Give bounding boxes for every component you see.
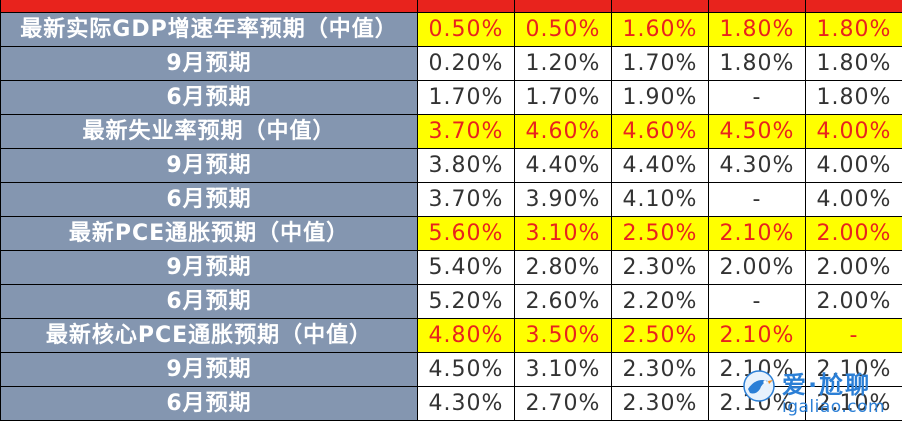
value-cell: 2.30% — [611, 250, 709, 285]
value-cell: 4.40% — [514, 148, 612, 183]
value-cell: 2.30% — [611, 352, 709, 387]
value-cell: 2.00% — [805, 250, 902, 285]
table-body: 最新实际GDP增速年率预期（中值） 0.50% 0.50% 1.60% 1.80% 1.8… — [0, 12, 902, 421]
value-cell: 0.20% — [417, 46, 515, 81]
value-cell: 3.70% — [417, 182, 515, 217]
value-cell: 1.20% — [514, 46, 612, 81]
value-cell: 0.50% — [514, 12, 612, 47]
value-cell: 1.80% — [805, 46, 902, 81]
value-cell: 2.80% — [514, 250, 612, 285]
value-cell: 2.10% — [805, 386, 902, 421]
value-cell: 2.00% — [708, 250, 806, 285]
row-label: 6月预期 — [0, 80, 418, 115]
table-row: 6月预期 3.70% 3.90% 4.10% -4.00% — [0, 182, 902, 217]
value-cell: 2.70% — [514, 386, 612, 421]
value-cell: 2.20% — [611, 284, 709, 319]
value-cell: 3.70% — [417, 114, 515, 149]
value-cell: 4.00% — [805, 148, 902, 183]
row-label: 9月预期 — [0, 148, 418, 183]
value-cell: 3.50% — [514, 318, 612, 353]
table-row: 最新核心PCE通胀预期（中值） 4.80% 3.50% 2.50% 2.10% - — [0, 318, 902, 353]
value-cell: 4.00% — [805, 114, 902, 149]
header-cell-2025: 2025 — [708, 0, 806, 13]
value-cell: 2.10% — [708, 318, 806, 353]
value-cell: 5.40% — [417, 250, 515, 285]
row-label: 6月预期 — [0, 284, 418, 319]
value-cell: 4.50% — [708, 114, 806, 149]
value-cell: 4.30% — [708, 148, 806, 183]
table-row: 6月预期 4.30% 2.70% 2.30% 2.10% 2.10% — [0, 386, 902, 421]
value-cell: 2.10% — [805, 352, 902, 387]
value-cell: - — [805, 318, 902, 353]
value-cell: - — [708, 80, 806, 115]
header-cell-2022: 2022 — [417, 0, 515, 13]
table-row: 6月预期 5.20% 2.60% 2.20% -2.00% — [0, 284, 902, 319]
value-cell: 1.80% — [805, 80, 902, 115]
header-cell-long-term: 长期 — [805, 0, 902, 13]
table-row: 9月预期 4.50% 3.10% 2.30% 2.10% 2.10% — [0, 352, 902, 387]
value-cell: 2.10% — [708, 352, 806, 387]
value-cell: 2.50% — [611, 216, 709, 251]
table-row: 最新PCE通胀预期（中值） 5.60% 3.10% 2.50% 2.10% 2.00% — [0, 216, 902, 251]
row-label: 最新PCE通胀预期（中值） — [0, 216, 418, 251]
value-cell: 1.90% — [611, 80, 709, 115]
value-cell: 2.10% — [708, 216, 806, 251]
header-cell-2023: 2023 — [514, 0, 612, 13]
table-row: 9月预期 5.40% 2.80% 2.30% 2.00% 2.00% — [0, 250, 902, 285]
value-cell: 5.20% — [417, 284, 515, 319]
value-cell: 4.40% — [611, 148, 709, 183]
row-label: 最新实际GDP增速年率预期（中值） — [0, 12, 418, 47]
value-cell: 1.70% — [611, 46, 709, 81]
header-cell-label — [0, 0, 418, 13]
value-cell: 1.60% — [611, 12, 709, 47]
row-label: 9月预期 — [0, 46, 418, 81]
value-cell: 1.80% — [805, 12, 902, 47]
value-cell: 2.00% — [805, 284, 902, 319]
value-cell: - — [708, 182, 806, 217]
value-cell: 4.50% — [417, 352, 515, 387]
value-cell: 3.10% — [514, 216, 612, 251]
table-header: 2022 2023 2024 2025 长期 — [0, 0, 902, 13]
row-label: 6月预期 — [0, 386, 418, 421]
header-row: 2022 2023 2024 2025 长期 — [0, 0, 902, 13]
value-cell: 4.30% — [417, 386, 515, 421]
row-label: 9月预期 — [0, 250, 418, 285]
value-cell: 0.50% — [417, 12, 515, 47]
value-cell: 1.80% — [708, 12, 806, 47]
row-label: 6月预期 — [0, 182, 418, 217]
value-cell: 4.00% — [805, 182, 902, 217]
value-cell: 1.80% — [708, 46, 806, 81]
header-cell-2024: 2024 — [611, 0, 709, 13]
table-row: 最新失业率预期（中值） 3.70% 4.60% 4.60% 4.50% 4.00% — [0, 114, 902, 149]
value-cell: 2.30% — [611, 386, 709, 421]
table-row: 最新实际GDP增速年率预期（中值） 0.50% 0.50% 1.60% 1.80% 1.8… — [0, 12, 902, 47]
table-row: 6月预期 1.70% 1.70% 1.90% -1.80% — [0, 80, 902, 115]
table-row: 9月预期 3.80% 4.40% 4.40% 4.30% 4.00% — [0, 148, 902, 183]
value-cell: 4.10% — [611, 182, 709, 217]
table-row: 9月预期 0.20% 1.20% 1.70% 1.80% 1.80% — [0, 46, 902, 81]
value-cell: 2.60% — [514, 284, 612, 319]
value-cell: 4.60% — [514, 114, 612, 149]
value-cell: 4.60% — [611, 114, 709, 149]
row-label: 最新失业率预期（中值） — [0, 114, 418, 149]
value-cell: 5.60% — [417, 216, 515, 251]
value-cell: 2.50% — [611, 318, 709, 353]
value-cell: 1.70% — [514, 80, 612, 115]
value-cell: 3.90% — [514, 182, 612, 217]
value-cell: 2.10% — [708, 386, 806, 421]
row-label: 9月预期 — [0, 352, 418, 387]
value-cell: - — [708, 284, 806, 319]
value-cell: 4.80% — [417, 318, 515, 353]
value-cell: 2.00% — [805, 216, 902, 251]
row-label: 最新核心PCE通胀预期（中值） — [0, 318, 418, 353]
value-cell: 3.10% — [514, 352, 612, 387]
value-cell: 3.80% — [417, 148, 515, 183]
value-cell: 1.70% — [417, 80, 515, 115]
